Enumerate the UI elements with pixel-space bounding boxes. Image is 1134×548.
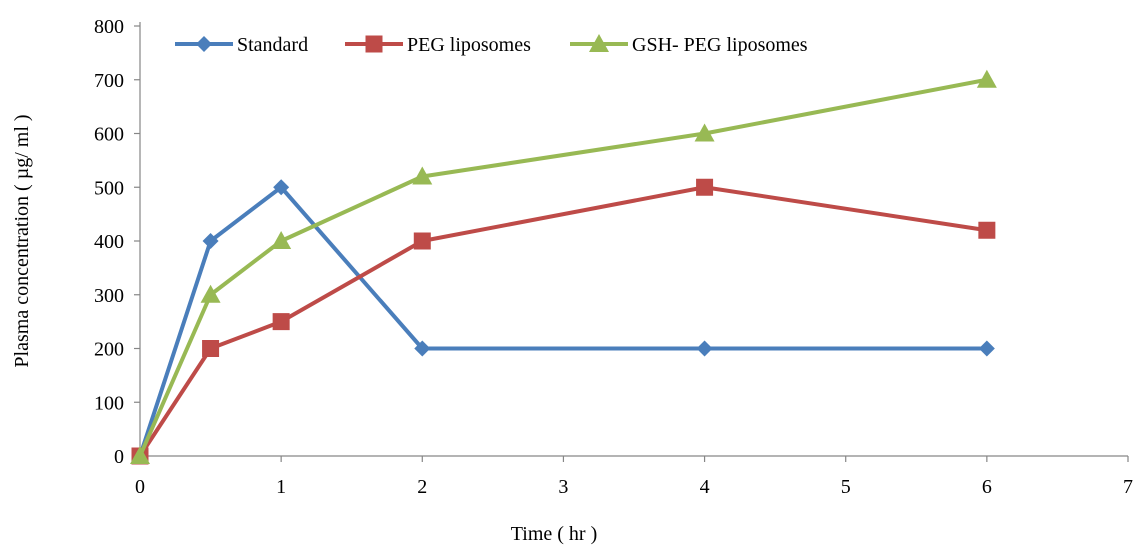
y-tick-label: 500 bbox=[94, 177, 124, 199]
x-tick-label: 5 bbox=[841, 476, 851, 498]
data-point bbox=[413, 232, 431, 250]
x-tick-label: 7 bbox=[1123, 476, 1133, 498]
data-point bbox=[272, 313, 290, 331]
data-point bbox=[696, 340, 713, 357]
legend-marker bbox=[365, 35, 383, 53]
data-point bbox=[273, 179, 290, 196]
y-tick-label: 0 bbox=[114, 446, 124, 468]
data-point bbox=[130, 446, 150, 464]
series-line bbox=[138, 77, 988, 457]
legend: Standard PEG liposomes GSH- PEG liposomes bbox=[175, 34, 808, 56]
data-point bbox=[978, 340, 995, 357]
y-tick-label: 600 bbox=[94, 124, 124, 146]
legend-marker bbox=[196, 36, 212, 52]
x-tick-label: 1 bbox=[276, 476, 286, 498]
y-tick-label: 200 bbox=[94, 339, 124, 361]
legend-label: Standard bbox=[237, 34, 308, 56]
x-tick-label: 6 bbox=[982, 476, 992, 498]
series-line bbox=[138, 185, 988, 458]
x-tick-label: 3 bbox=[558, 476, 568, 498]
y-tick-label: 800 bbox=[94, 16, 124, 38]
legend-item: Standard bbox=[175, 34, 308, 56]
x-tick-label: 2 bbox=[417, 476, 427, 498]
data-point bbox=[694, 123, 715, 142]
data-point bbox=[412, 166, 433, 185]
x-axis-title: Time ( hr ) bbox=[511, 523, 597, 545]
x-tick-label: 4 bbox=[700, 476, 710, 498]
legend-label: PEG liposomes bbox=[407, 34, 531, 56]
data-point bbox=[414, 340, 431, 357]
legend-marker bbox=[589, 34, 609, 52]
y-tick-label: 300 bbox=[94, 285, 124, 307]
series-diamond bbox=[132, 179, 995, 464]
legend-item: GSH- PEG liposomes bbox=[570, 34, 808, 56]
data-point bbox=[976, 69, 997, 88]
legend-label: GSH- PEG liposomes bbox=[632, 34, 808, 56]
y-tick-label: 700 bbox=[94, 70, 124, 92]
series-group bbox=[130, 69, 997, 465]
data-point bbox=[696, 178, 714, 196]
data-point bbox=[978, 221, 996, 239]
ticks-group: 0 100 200 300 400 500 600 700 800 0 1 2 3 4 5 6 7 bbox=[94, 16, 1133, 498]
axes-group bbox=[139, 22, 1128, 457]
data-point bbox=[271, 231, 292, 249]
series-square bbox=[131, 178, 996, 465]
series-triangle bbox=[130, 69, 997, 464]
series-line bbox=[138, 185, 987, 457]
data-point bbox=[202, 340, 220, 357]
y-tick-label: 400 bbox=[94, 231, 124, 253]
data-point bbox=[202, 233, 219, 249]
data-point bbox=[200, 284, 221, 303]
x-tick-label: 0 bbox=[135, 476, 145, 498]
legend-item: PEG liposomes bbox=[345, 34, 531, 56]
y-tick-label: 100 bbox=[94, 392, 124, 414]
y-axis-title: Plasma concentration ( µg/ ml ) bbox=[11, 114, 33, 367]
